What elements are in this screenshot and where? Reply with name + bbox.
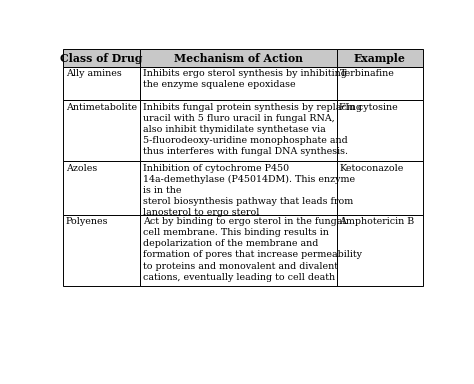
Text: Ketoconazole: Ketoconazole xyxy=(339,164,404,172)
Text: Polyenes: Polyenes xyxy=(66,217,109,226)
Bar xyxy=(63,215,140,286)
Bar xyxy=(63,100,140,161)
Text: Flu cytosine: Flu cytosine xyxy=(339,103,398,112)
Text: Antimetabolite: Antimetabolite xyxy=(66,103,137,112)
Text: Example: Example xyxy=(354,53,406,63)
Bar xyxy=(63,161,140,215)
Bar xyxy=(63,67,140,100)
Bar xyxy=(63,49,140,67)
Text: Ally amines: Ally amines xyxy=(66,70,122,78)
Text: Amphotericin B: Amphotericin B xyxy=(339,217,415,226)
Text: Terbinafine: Terbinafine xyxy=(339,70,394,78)
Text: Inhibits ergo sterol synthesis by inhibiting
the enzyme squalene epoxidase: Inhibits ergo sterol synthesis by inhibi… xyxy=(143,70,347,89)
Bar xyxy=(337,67,423,100)
Bar xyxy=(140,49,337,67)
Bar xyxy=(140,67,337,100)
Text: Class of Drug: Class of Drug xyxy=(61,53,143,63)
Bar xyxy=(140,161,337,215)
Bar xyxy=(140,215,337,286)
Bar xyxy=(337,215,423,286)
Bar xyxy=(337,49,423,67)
Bar xyxy=(140,100,337,161)
Bar xyxy=(337,161,423,215)
Text: Mechanism of Action: Mechanism of Action xyxy=(174,53,303,63)
Bar xyxy=(337,100,423,161)
Text: Inhibits fungal protein synthesis by replacing
uracil with 5 fluro uracil in fun: Inhibits fungal protein synthesis by rep… xyxy=(143,103,362,156)
Text: Azoles: Azoles xyxy=(66,164,97,172)
Text: Inhibition of cytochrome P450
14a-demethylase (P45014DM). This enzyme
is in the
: Inhibition of cytochrome P450 14a-demeth… xyxy=(143,164,356,217)
Text: Act by binding to ergo sterol in the fungal
cell membrane. This binding results : Act by binding to ergo sterol in the fun… xyxy=(143,217,362,281)
